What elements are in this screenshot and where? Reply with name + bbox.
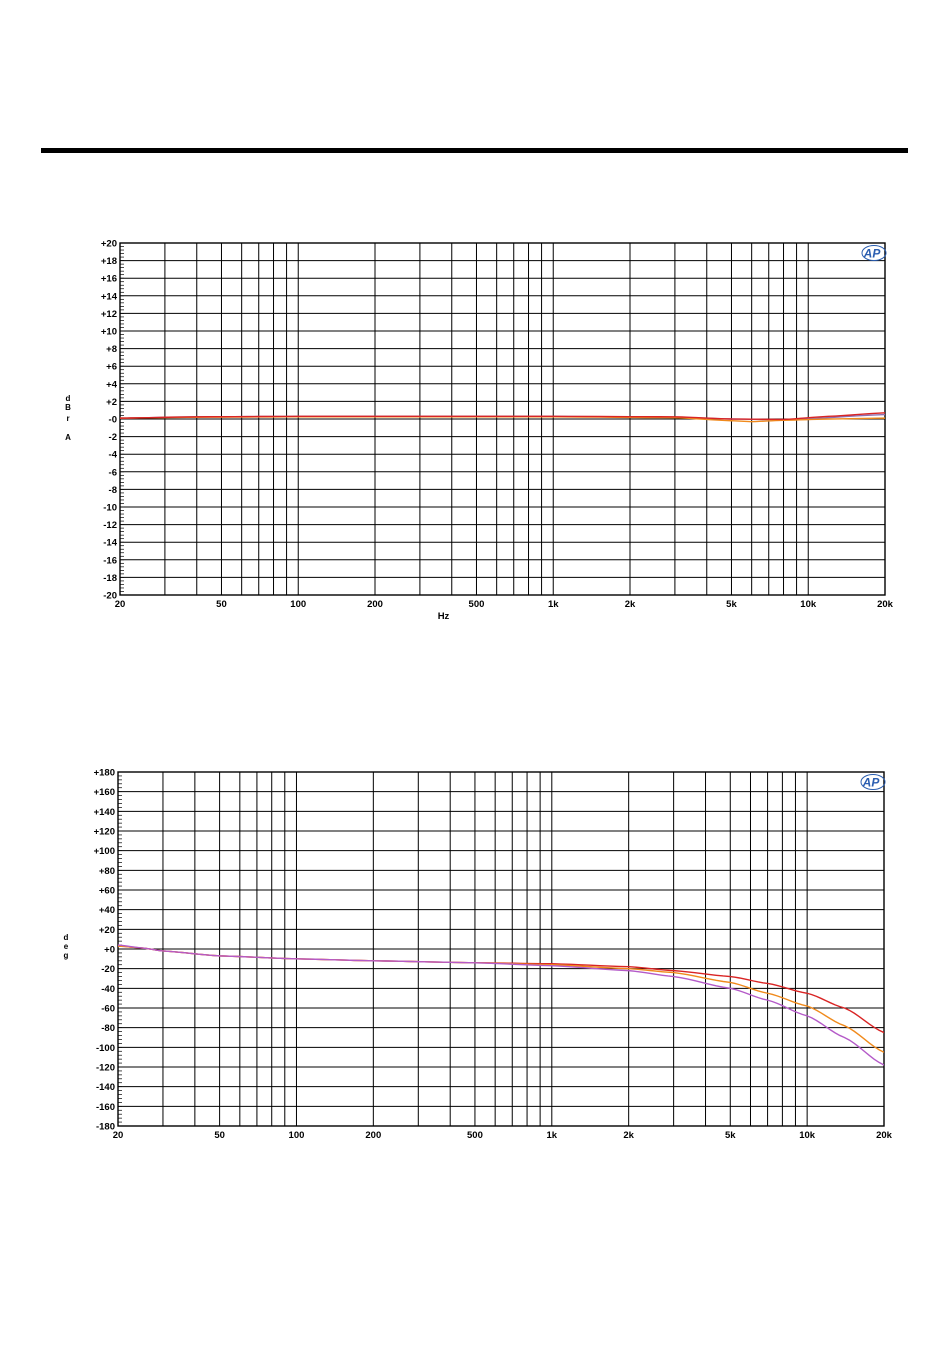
y-axis-label: r [66, 414, 69, 423]
x-tick-label: 500 [469, 599, 485, 610]
x-tick-label: 20 [113, 1130, 124, 1141]
y-axis-label: g [64, 951, 69, 960]
ap-logo-icon: AP [861, 245, 887, 261]
x-tick-label: 50 [214, 1130, 225, 1141]
y-tick-label: -40 [101, 984, 115, 995]
x-tick-label: 20k [877, 599, 894, 610]
x-tick-label: 20 [115, 599, 126, 610]
y-tick-label: -16 [103, 555, 117, 566]
x-tick-label: 10k [799, 1130, 816, 1141]
y-tick-label: -6 [109, 467, 117, 478]
y-axis-label: B [65, 403, 71, 412]
y-tick-label: -14 [103, 538, 117, 549]
y-tick-label: -10 [103, 503, 117, 514]
y-axis-label: d [64, 933, 69, 942]
y-tick-label: +14 [101, 291, 118, 302]
y-axis-label: d [66, 394, 71, 403]
logo-text: AP [863, 247, 882, 261]
y-tick-label: -120 [96, 1063, 115, 1074]
logo-ring [861, 245, 887, 261]
plot-frame [117, 771, 885, 1127]
y-tick-label: +18 [101, 256, 117, 267]
logo-text: AP [862, 776, 881, 790]
x-tick-label: 200 [367, 599, 383, 610]
x-tick-label: 5k [726, 599, 737, 610]
x-tick-label: 1k [547, 1130, 558, 1141]
x-tick-label: 5k [725, 1130, 736, 1141]
series-line-3 [118, 944, 884, 1066]
y-tick-label: -4 [109, 450, 118, 461]
y-tick-label: -180 [96, 1122, 115, 1133]
logo-ring [860, 774, 886, 790]
x-tick-label: 2k [623, 1130, 634, 1141]
y-tick-label: -60 [101, 1004, 115, 1015]
x-tick-label: 200 [365, 1130, 381, 1141]
series-line-3 [120, 412, 885, 421]
y-tick-label: +16 [101, 274, 117, 285]
y-tick-label: +100 [94, 846, 115, 857]
chart-1: +20 +18 +16 +14 +12 +10 +8 +6 +4 +2 -0 -2 -4 -6 -8 -10 -… [65, 239, 894, 623]
y-tick-label: +4 [106, 379, 118, 390]
y-tick-label: +160 [94, 787, 115, 798]
y-tick-label: -160 [96, 1102, 115, 1113]
y-tick-label: +120 [94, 827, 115, 838]
y-tick-label: -18 [103, 573, 117, 584]
x-tick-label: 100 [290, 599, 306, 610]
y-tick-label: +6 [106, 362, 117, 373]
series-line-2 [118, 945, 884, 1053]
x-tick-label: 500 [467, 1130, 483, 1141]
y-tick-label: +80 [99, 866, 115, 877]
y-tick-label: +12 [101, 309, 117, 320]
y-tick-label: -2 [109, 432, 117, 443]
y-tick-label: -0 [109, 415, 117, 426]
y-tick-label: +20 [99, 925, 115, 936]
ap-logo-icon: AP [860, 774, 886, 790]
y-tick-label: -20 [101, 964, 115, 975]
y-tick-label: +8 [106, 344, 117, 355]
x-tick-label: 2k [625, 599, 636, 610]
y-tick-label: -8 [109, 485, 117, 496]
y-tick-label: -12 [103, 520, 117, 531]
top-rule [41, 148, 908, 153]
x-tick-label: 20k [876, 1130, 893, 1141]
y-tick-label: +60 [99, 886, 115, 897]
y-tick-label: -80 [101, 1023, 115, 1034]
y-tick-label: -100 [96, 1043, 115, 1054]
x-tick-label: 50 [216, 599, 227, 610]
y-tick-label: +20 [101, 239, 117, 250]
y-tick-label: +140 [94, 807, 115, 818]
x-tick-label: 1k [548, 599, 559, 610]
y-tick-label: +2 [106, 397, 117, 408]
y-tick-label: +0 [104, 945, 115, 956]
y-tick-label: -140 [96, 1082, 115, 1093]
y-axis-label: e [64, 942, 69, 951]
y-tick-label: +10 [101, 327, 117, 338]
y-tick-label: -20 [103, 591, 117, 602]
plot-frame [119, 242, 886, 596]
y-tick-label: +40 [99, 905, 115, 916]
x-tick-label: 100 [289, 1130, 305, 1141]
series-line-1 [118, 945, 884, 1034]
chart-2: +180 +160 +140 +120 +100 +80 +60 +40 +20 +0 -20 -40… [64, 768, 893, 1142]
y-axis-label: A [65, 433, 71, 442]
y-tick-label: +180 [94, 768, 115, 779]
x-axis-label: Hz [438, 611, 450, 622]
x-tick-label: 10k [800, 599, 817, 610]
